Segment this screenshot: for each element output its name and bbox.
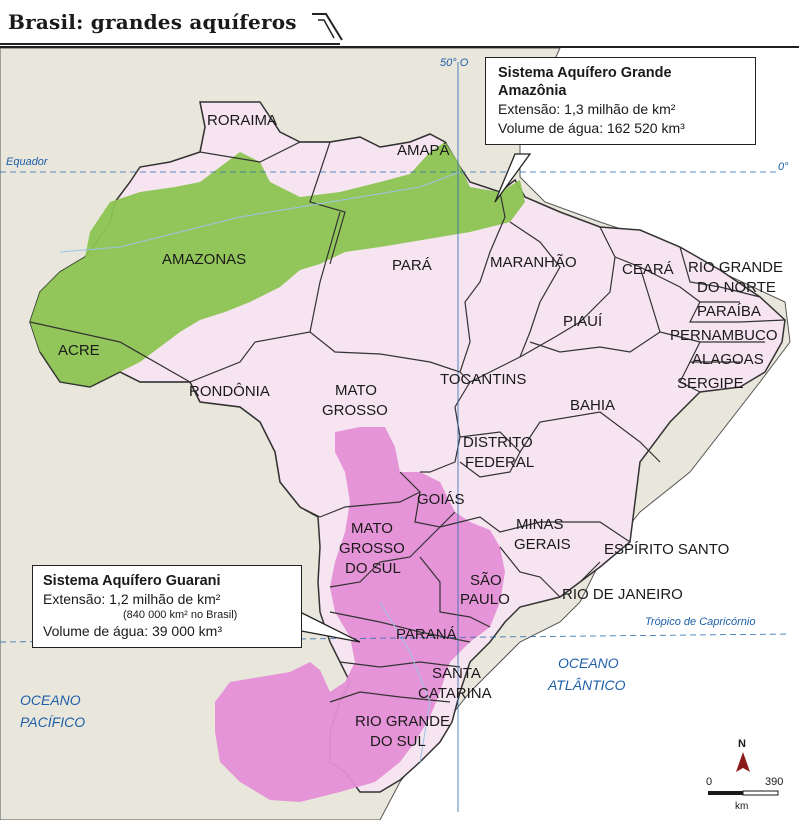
equator-label: Equador — [6, 156, 49, 168]
state-label-sc-1: SANTA — [432, 665, 481, 682]
state-label-rondonia: RONDÔNIA — [189, 383, 270, 400]
title-bar: Brasil: grandes aquíferos — [0, 0, 799, 46]
state-label-tocantins: TOCANTINS — [440, 371, 526, 388]
guarani-aquifer-area — [215, 427, 505, 802]
meridian-label: 50° O — [440, 57, 469, 69]
state-label-mg-2: GERAIS — [514, 536, 571, 553]
state-label-mt-1: MATO — [335, 382, 377, 399]
state-label-pernambuco: PERNAMBUCO — [670, 327, 778, 344]
state-label-maranhao: MARANHÃO — [490, 254, 577, 271]
north-label: N — [738, 738, 746, 750]
amazonia-callout-pointer — [494, 153, 532, 203]
guarani-box-volume: Volume de água: 39 000 km³ — [43, 623, 223, 639]
state-label-mg-1: MINAS — [516, 516, 564, 533]
tropic-label: Trópico de Capricórnio — [645, 616, 755, 628]
state-label-roraima: RORAIMA — [207, 112, 277, 129]
scale-bar: 0 390 km — [706, 776, 783, 812]
title-decoration — [0, 13, 343, 45]
state-label-rs-2: DO SUL — [370, 733, 426, 750]
amazonia-box-title-1: Sistema Aquífero Grande — [498, 65, 672, 81]
atlantic-ocean-label-1: OCEANO — [558, 655, 619, 671]
amazonia-box-title-2: Amazônia — [498, 83, 567, 99]
state-borders — [29, 101, 786, 703]
state-label-ms-1: MATO — [351, 520, 393, 537]
north-arrow: N — [736, 738, 750, 772]
amazon-aquifer-area — [30, 142, 525, 387]
amazonia-aquifer-info-box: Sistema Aquífero Grande Amazônia Extensã… — [485, 57, 756, 145]
guarani-box-title: Sistema Aquífero Guarani — [43, 573, 221, 589]
state-label-mt-2: GROSSO — [322, 402, 388, 419]
state-label-sergipe: SERGIPE — [677, 375, 744, 392]
state-label-df-1: DISTRITO — [463, 434, 533, 451]
equator-degree-label: 0° — [778, 161, 789, 173]
scale-unit: km — [735, 801, 748, 812]
state-label-amapa: AMAPÁ — [397, 142, 450, 159]
state-label-rgn-1: RIO GRANDE — [688, 259, 783, 276]
guarani-box-note: (840 000 km² no Brasil) — [123, 609, 238, 621]
state-label-para: PARÁ — [392, 257, 432, 274]
map-area: 50° O Equador 0° Trópico de Capricórnio … — [0, 46, 799, 820]
state-label-rgn-2: DO NORTE — [697, 279, 776, 296]
state-label-goias: GOIÁS — [417, 491, 465, 508]
state-label-alagoas: ALAGOAS — [692, 351, 764, 368]
scale-zero: 0 — [706, 776, 712, 788]
map-title: Brasil: grandes aquíferos — [8, 10, 297, 34]
state-label-sp-2: PAULO — [460, 591, 510, 608]
state-label-ceara: CEARÁ — [622, 261, 674, 278]
guarani-aquifer-info-box: Sistema Aquífero Guarani Extensão: 1,2 m… — [32, 565, 302, 648]
state-label-df-2: FEDERAL — [465, 454, 534, 471]
atlantic-ocean-label-2: ATLÂNTICO — [547, 677, 626, 693]
state-label-acre: ACRE — [58, 342, 100, 359]
scale-max: 390 — [765, 776, 783, 788]
state-labels: RORAIMA AMAPÁ AMAZONAS PARÁ MARANHÃO CEA… — [58, 112, 783, 750]
state-label-piaui: PIAUÍ — [563, 313, 603, 330]
state-label-paraiba: PARAÍBA — [697, 303, 761, 320]
map-svg: 50° O Equador 0° Trópico de Capricórnio … — [0, 48, 791, 820]
state-label-sc-2: CATARINA — [418, 685, 492, 702]
state-label-rj: RIO DE JANEIRO — [562, 586, 683, 603]
state-label-bahia: BAHIA — [570, 397, 615, 414]
rivers — [59, 171, 461, 763]
state-label-rs-1: RIO GRANDE — [355, 713, 450, 730]
state-label-ms-2: GROSSO — [339, 540, 405, 557]
state-label-ms-3: DO SUL — [345, 560, 401, 577]
state-label-es: ESPÍRITO SANTO — [604, 541, 729, 558]
state-label-amazonas: AMAZONAS — [162, 251, 246, 268]
state-label-parana: PARANÁ — [396, 626, 457, 643]
amazonia-box-volume: Volume de água: 162 520 km³ — [498, 120, 685, 136]
amazonia-box-extension: Extensão: 1,3 milhão de km² — [498, 101, 676, 117]
pacific-ocean-label-2: PACÍFICO — [20, 714, 85, 730]
guarani-box-extension: Extensão: 1,2 milhão de km² — [43, 591, 221, 607]
state-label-sp-1: SÃO — [470, 572, 502, 589]
pacific-ocean-label-1: OCEANO — [20, 692, 81, 708]
